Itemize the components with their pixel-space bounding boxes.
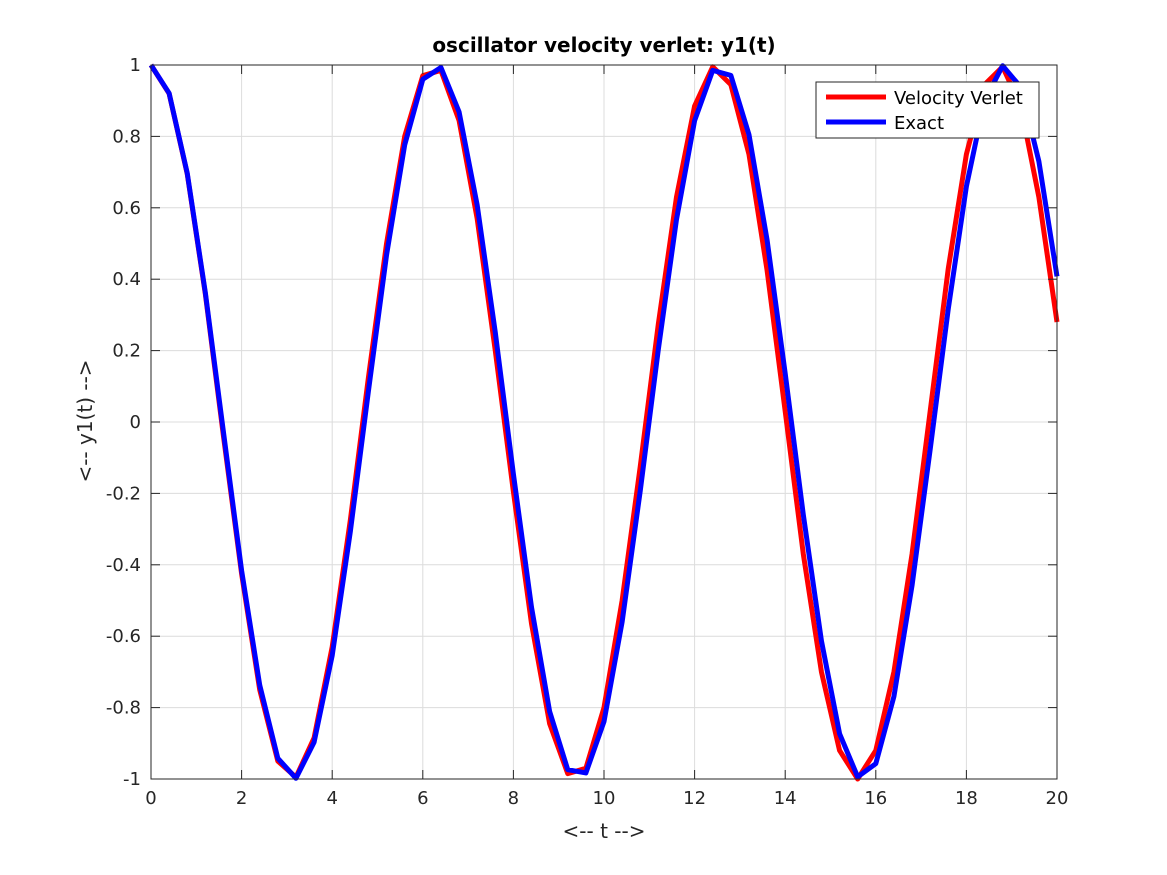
x-tick-label: 6	[417, 788, 428, 809]
x-tick-labels: 0 2 4 6 8 10 12 14 16 18 20	[145, 788, 1068, 809]
legend-label-exact: Exact	[894, 113, 944, 134]
chart-title: oscillator velocity verlet: y1(t)	[432, 33, 775, 57]
y-tick-label: -0.6	[106, 626, 141, 647]
series-line-exact	[148, 63, 1060, 781]
x-tick-label: 10	[593, 788, 616, 809]
x-tick-label: 14	[774, 788, 797, 809]
x-tick-label: 16	[864, 788, 887, 809]
x-tick-label: 20	[1046, 788, 1069, 809]
x-tick-label: 2	[236, 788, 247, 809]
y-tick-label: -0.2	[106, 483, 141, 504]
y-tick-labels: -1 -0.8 -0.6 -0.4 -0.2 0 0.2 0.4 0.6 0.8 1	[106, 55, 141, 790]
x-tick-label: 4	[326, 788, 337, 809]
y-axis-label: <-- y1(t) -->	[73, 359, 97, 482]
y-tick-label: 0	[130, 412, 141, 433]
legend: Velocity Verlet Exact	[815, 81, 1040, 139]
x-tick-label: 8	[508, 788, 519, 809]
legend-label-velocity-verlet: Velocity Verlet	[894, 88, 1023, 109]
y-tick-label: -0.8	[106, 698, 141, 719]
y-tick-label: 0.8	[112, 126, 141, 147]
y-tick-label: -0.4	[106, 555, 141, 576]
x-tick-label: 18	[955, 788, 978, 809]
tick-marks	[150, 64, 1058, 780]
x-tick-label: 0	[145, 788, 156, 809]
x-axis-label: <-- t -->	[563, 819, 646, 843]
y-tick-label: 0.6	[112, 198, 141, 219]
y-tick-label: 0.2	[112, 341, 141, 362]
y-tick-label: 0.4	[112, 269, 141, 290]
y-tick-label: 1	[130, 55, 141, 76]
legend-box	[815, 81, 1040, 139]
x-tick-label: 12	[683, 788, 706, 809]
y-tick-label: -1	[123, 769, 141, 790]
series-layer	[148, 63, 1060, 782]
